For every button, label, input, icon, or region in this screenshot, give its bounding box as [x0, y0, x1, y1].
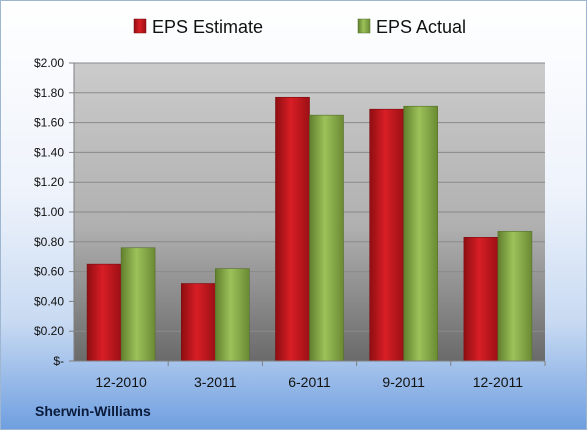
y-axis: $- $0.20 $0.40 $0.60 $0.80 $1.00 $1.20 $1.40 $1.…: [34, 56, 74, 368]
legend-label-actual: EPS Actual: [376, 17, 466, 37]
y-tick-label: $1.60: [34, 116, 64, 130]
x-category-label: 6-2011: [288, 374, 331, 390]
bar-eps-actual: [215, 268, 250, 362]
bars: [86, 96, 533, 362]
x-category-label: 9-2011: [382, 374, 425, 390]
bar-eps-actual: [120, 247, 156, 362]
bar-eps-estimate: [275, 96, 310, 362]
legend: EPS Estimate EPS Actual: [133, 17, 466, 37]
bar-eps-estimate: [181, 283, 216, 362]
legend-label-estimate: EPS Estimate: [152, 17, 263, 37]
bar-eps-actual: [497, 231, 533, 362]
y-tick-label: $2.00: [34, 56, 64, 70]
y-tick-label: $1.80: [34, 86, 64, 100]
y-tick-label: $0.80: [34, 235, 64, 249]
bar-eps-estimate: [86, 263, 122, 362]
y-tick-label: $1.00: [34, 205, 64, 219]
y-tick-label: $0.60: [34, 265, 64, 279]
bar-eps-estimate: [463, 237, 499, 362]
bar-eps-actual: [309, 114, 344, 362]
bar-eps-estimate: [369, 108, 405, 362]
company-label: Sherwin-Williams: [35, 403, 151, 419]
y-tick-label: $0.20: [34, 324, 64, 338]
x-axis: 12-2010 3-2011 6-2011 9-2011 12-2011: [95, 361, 546, 390]
legend-swatch-estimate: [133, 18, 147, 34]
y-tick-label: $0.40: [34, 294, 64, 308]
bar-eps-actual: [403, 105, 439, 362]
x-category-label: 3-2011: [194, 374, 237, 390]
y-tick-label: $1.40: [34, 145, 64, 159]
y-tick-label: $1.20: [34, 175, 64, 189]
y-tick-label: $-: [53, 354, 64, 368]
x-category-label: 12-2010: [95, 374, 147, 390]
legend-swatch-actual: [357, 18, 371, 34]
x-category-label: 12-2011: [473, 374, 524, 390]
